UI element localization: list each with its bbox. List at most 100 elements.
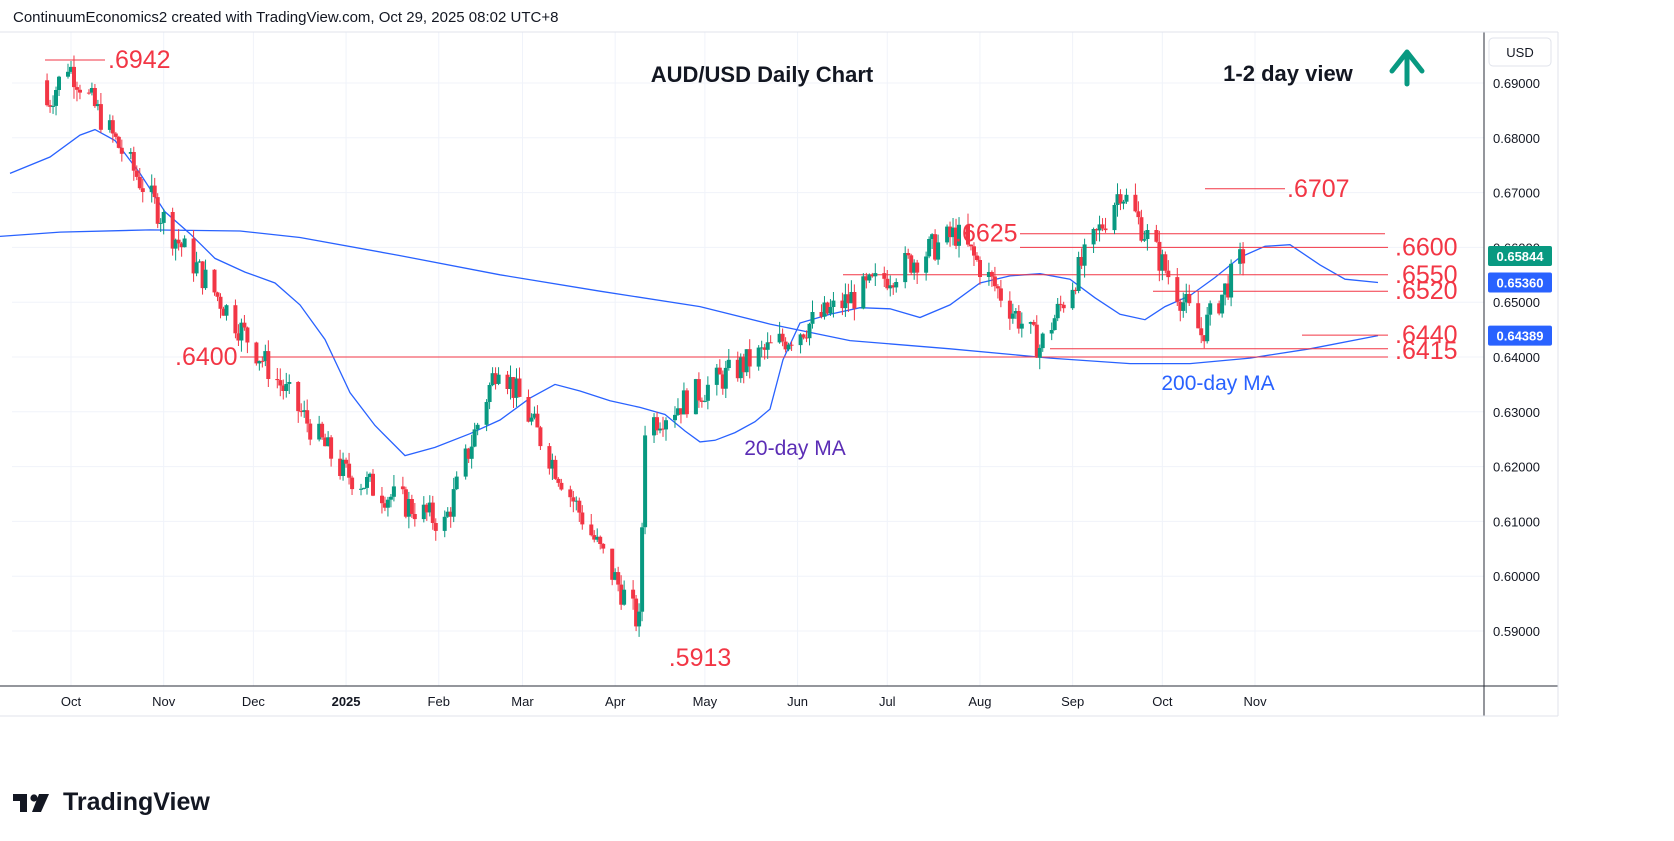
price-tag-label: 0.65360 — [1497, 275, 1544, 290]
candle-body — [119, 147, 124, 154]
candle-body — [574, 500, 579, 502]
candle-body — [616, 572, 621, 585]
currency-button[interactable] — [1488, 37, 1552, 67]
candle-body — [643, 435, 648, 528]
candle-body — [798, 334, 803, 346]
candle-body — [170, 212, 175, 249]
price-tag-label: 0.64389 — [1497, 329, 1544, 344]
candle-body — [514, 378, 519, 398]
brand-name: TradingView — [63, 788, 210, 816]
candle-body — [756, 347, 761, 367]
candle-body — [828, 307, 833, 314]
candle-body — [263, 351, 268, 361]
y-tick-label: 0.64000 — [1493, 350, 1540, 365]
candle-body — [1016, 311, 1021, 329]
candle-body — [78, 89, 82, 93]
candle-body — [95, 104, 100, 107]
moving-averages — [0, 128, 1379, 457]
candle-body — [308, 423, 313, 440]
candle-body — [421, 504, 426, 520]
candle-body — [652, 417, 656, 436]
candle-body — [299, 411, 304, 413]
candle-body — [221, 308, 226, 316]
candle-body — [191, 238, 196, 274]
candle-body — [655, 417, 659, 431]
candle-body — [1220, 294, 1225, 314]
candle-body — [995, 286, 1000, 289]
candle-body — [1097, 224, 1102, 231]
candle-body — [807, 323, 812, 339]
candle-body — [568, 489, 573, 498]
candle-body — [684, 390, 689, 415]
candle-body — [550, 459, 555, 469]
candle-body — [287, 382, 292, 384]
candle-body — [658, 428, 662, 431]
candle-body — [1241, 249, 1246, 264]
candle-body — [275, 379, 280, 381]
candle-body — [380, 495, 384, 504]
candle-body — [409, 499, 414, 514]
candle-body — [804, 337, 809, 339]
candles — [45, 55, 1246, 637]
candle-body — [529, 417, 534, 422]
candle-body — [236, 333, 241, 341]
candle-body — [448, 511, 453, 517]
candle-body — [840, 300, 845, 309]
candle-body — [538, 427, 543, 447]
candle-body — [1037, 348, 1042, 358]
candle-body — [822, 302, 827, 317]
candle-body — [490, 373, 495, 386]
candle-body — [571, 497, 576, 502]
candle-body — [442, 516, 447, 531]
candle-body — [909, 255, 914, 273]
candle-body — [723, 367, 728, 389]
candle-body — [57, 76, 61, 90]
candle-body — [864, 276, 869, 281]
candle-body — [777, 333, 782, 343]
candle-body — [203, 269, 208, 289]
candle-body — [350, 477, 355, 490]
candle-body — [1229, 263, 1234, 298]
candle-body — [1199, 328, 1204, 336]
candle-body — [368, 473, 372, 478]
candle-body — [547, 446, 552, 469]
candle-body — [610, 548, 615, 580]
candle-body — [200, 261, 205, 289]
price-tag — [1488, 245, 1552, 266]
x-tick-label: Mar — [511, 694, 534, 709]
candle-body — [532, 413, 537, 418]
candle-body — [1112, 205, 1117, 231]
x-tick-label: Oct — [1152, 694, 1173, 709]
candle-body — [296, 382, 301, 412]
candle-body — [1205, 314, 1210, 342]
candle-body — [789, 344, 794, 346]
candle-body — [906, 253, 911, 256]
candle-body — [1196, 303, 1201, 329]
candle-body — [176, 239, 181, 244]
candle-body — [693, 379, 698, 415]
arrow-up-icon — [1389, 49, 1425, 87]
candle-body — [559, 482, 564, 490]
y-tick-label: 0.68000 — [1493, 131, 1540, 146]
candle-body — [329, 437, 334, 459]
candle-body — [427, 502, 432, 513]
candle-body — [218, 296, 223, 309]
candle-body — [212, 269, 217, 293]
candle-body — [75, 87, 79, 90]
candle-body — [341, 459, 346, 476]
candle-body — [406, 499, 411, 517]
candle-body — [1175, 277, 1180, 302]
candle-body — [1055, 303, 1060, 319]
candle-body — [556, 478, 561, 483]
tradingview-brand[interactable]: TradingView — [13, 788, 210, 817]
candle-body — [912, 262, 917, 273]
candle-body — [972, 246, 976, 256]
candle-body — [347, 463, 352, 478]
candle-body — [969, 244, 973, 247]
candle-body — [992, 276, 997, 287]
level-label: .6550 — [1395, 261, 1458, 289]
candle-body — [637, 611, 642, 627]
ma-label: 200-day MA — [1161, 372, 1274, 395]
y-tick-label: 0.59000 — [1493, 624, 1540, 639]
